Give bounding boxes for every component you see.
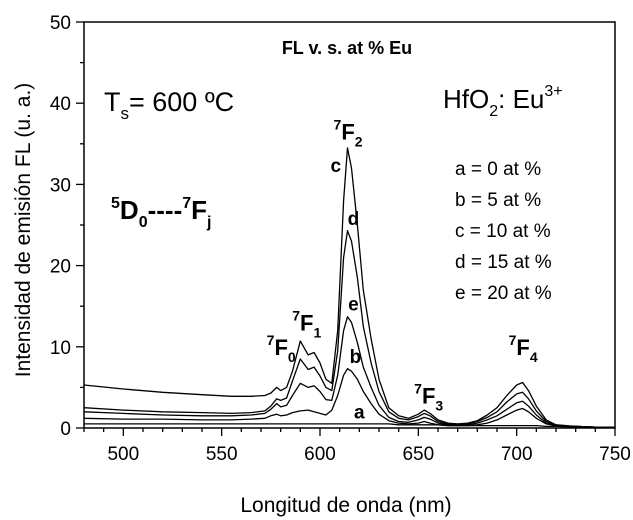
curve-label: b — [350, 347, 362, 368]
temperature-label: Ts= 600 ºC — [104, 87, 234, 123]
x-axis-label: Longitud de onda (nm) — [240, 494, 451, 517]
legend-entry: a = 0 at % — [455, 159, 541, 180]
y-tick-label: 0 — [60, 419, 71, 440]
transition-label: 5D0----7Fj — [111, 195, 211, 231]
legend-entry: d = 15 at % — [455, 252, 552, 273]
peak-label: 7F3 — [414, 381, 443, 414]
y-tick-label: 30 — [50, 175, 71, 196]
peak-label: 7F4 — [509, 332, 538, 365]
sample-label: HfO2: Eu3+ — [443, 83, 563, 120]
chart-title: FL v. s. at % Eu — [282, 38, 412, 58]
x-tick-label: 550 — [206, 444, 238, 465]
curve-label: d — [348, 209, 360, 230]
curve-label: e — [348, 294, 359, 315]
curve-label: c — [330, 156, 341, 177]
peak-label: 7F0 — [267, 332, 296, 365]
y-tick-label: 40 — [50, 94, 71, 115]
x-tick-label: 650 — [402, 444, 434, 465]
y-tick-label: 20 — [50, 257, 71, 278]
x-tick-label: 750 — [599, 444, 631, 465]
peak-label: 7F1 — [292, 308, 321, 341]
legend-entry: b = 5 at % — [455, 190, 541, 211]
x-tick-label: 600 — [304, 444, 336, 465]
x-tick-label: 700 — [501, 444, 533, 465]
series-group — [83, 147, 615, 428]
peak-label: 7F2 — [334, 117, 363, 150]
legend-entry: c = 10 at % — [455, 221, 551, 242]
curve-label: a — [354, 402, 365, 423]
y-tick-label: 50 — [50, 13, 71, 34]
series-line-c — [83, 147, 615, 428]
series-line-b — [83, 368, 615, 428]
series-line-e — [83, 316, 615, 428]
x-tick-label: 500 — [107, 444, 139, 465]
axes: 500 550 600 650 700 750 0 10 20 30 40 50 — [50, 13, 631, 465]
y-tick-label: 10 — [50, 338, 71, 359]
annotations: Ts= 600 ºC HfO2: Eu3+ 5D0----7Fj a = 0 at %… — [104, 83, 563, 423]
y-axis-label: Intensidad de emisión FL (u. a.) — [12, 83, 35, 378]
series-line-a — [84, 423, 615, 428]
series-line-d — [83, 230, 615, 428]
legend-entry: e = 20 at % — [455, 283, 552, 304]
